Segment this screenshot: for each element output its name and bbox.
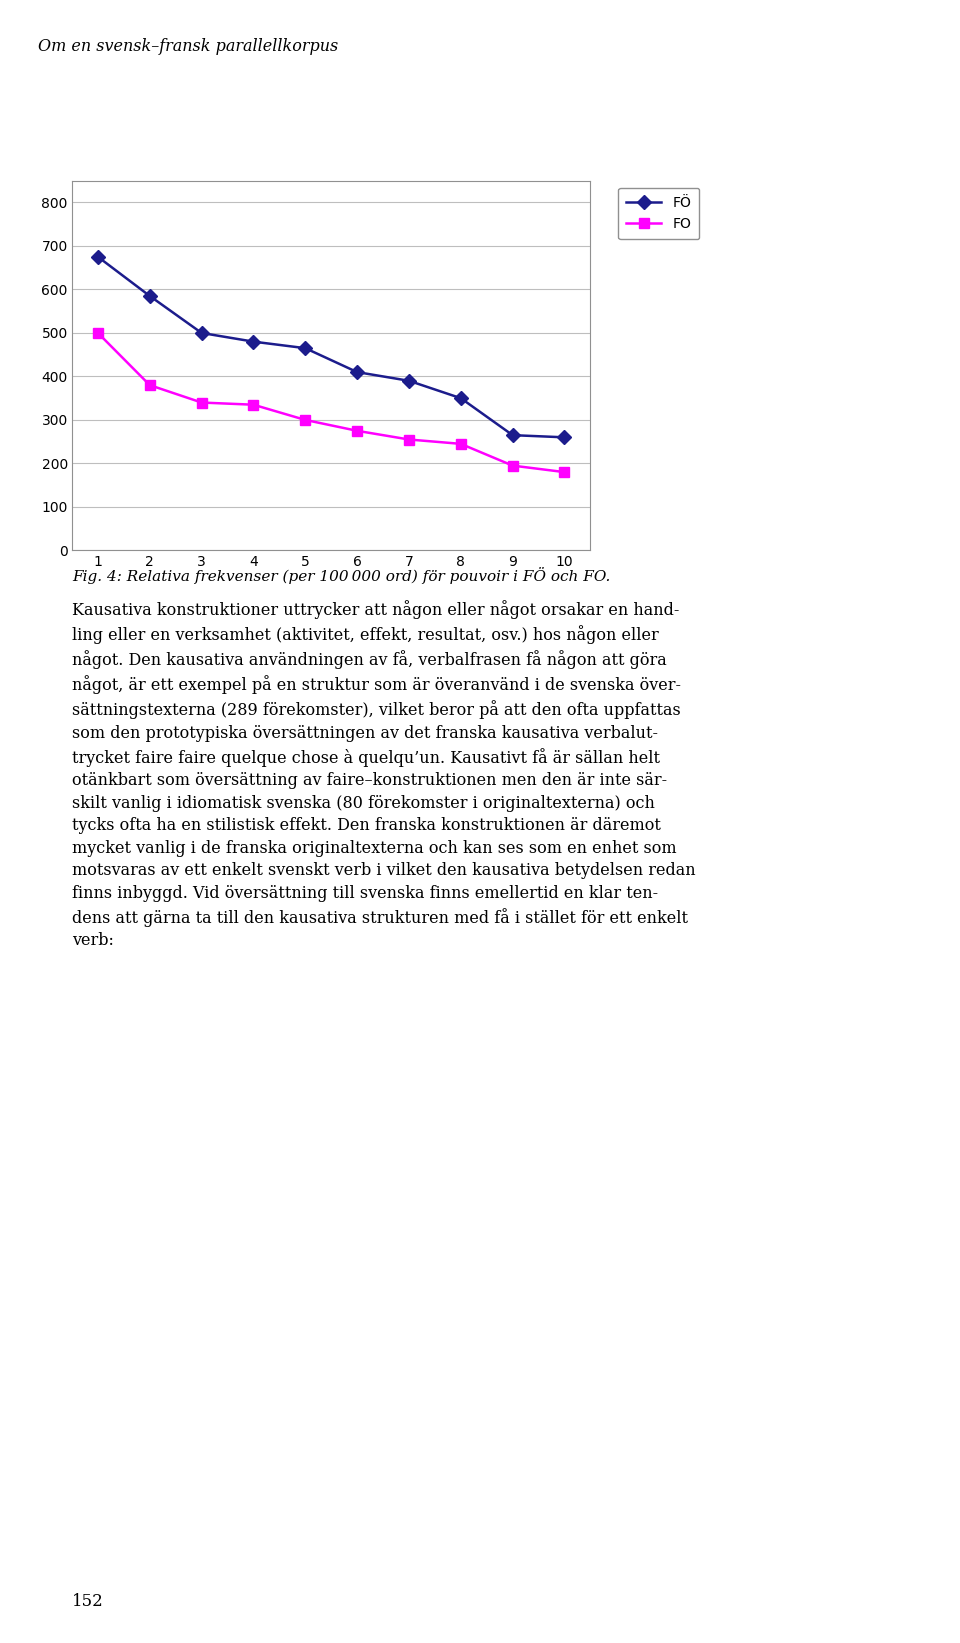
Text: Om en svensk–fransk parallellkorpus: Om en svensk–fransk parallellkorpus — [38, 38, 339, 54]
FÖ — [507, 426, 518, 445]
FÖ — [455, 388, 467, 407]
FÖ — [196, 324, 207, 343]
FO — [144, 375, 156, 394]
Legend: FÖ, FO: FÖ, FO — [618, 187, 700, 240]
FO — [507, 455, 518, 475]
FO — [92, 324, 104, 343]
FÖ — [300, 338, 311, 358]
FO — [403, 430, 415, 450]
FÖ — [403, 371, 415, 391]
FO — [559, 462, 570, 481]
Text: Kausativa konstruktioner uttrycker att någon eller något orsakar en hand-
ling e: Kausativa konstruktioner uttrycker att n… — [72, 600, 696, 950]
FÖ — [559, 427, 570, 447]
FO — [351, 421, 363, 440]
Line: FÖ: FÖ — [93, 251, 569, 442]
FO — [300, 411, 311, 430]
FÖ — [248, 332, 259, 352]
Text: Fig. 4: Relativa frekvenser (per 100 000 ord) för pouvoir i FÖ och FO.: Fig. 4: Relativa frekvenser (per 100 000… — [72, 567, 611, 583]
Text: 152: 152 — [72, 1594, 104, 1610]
FO — [248, 394, 259, 414]
FO — [196, 393, 207, 412]
FÖ — [92, 246, 104, 266]
FÖ — [144, 286, 156, 306]
Line: FO: FO — [93, 329, 569, 476]
FÖ — [351, 361, 363, 381]
FO — [455, 434, 467, 453]
